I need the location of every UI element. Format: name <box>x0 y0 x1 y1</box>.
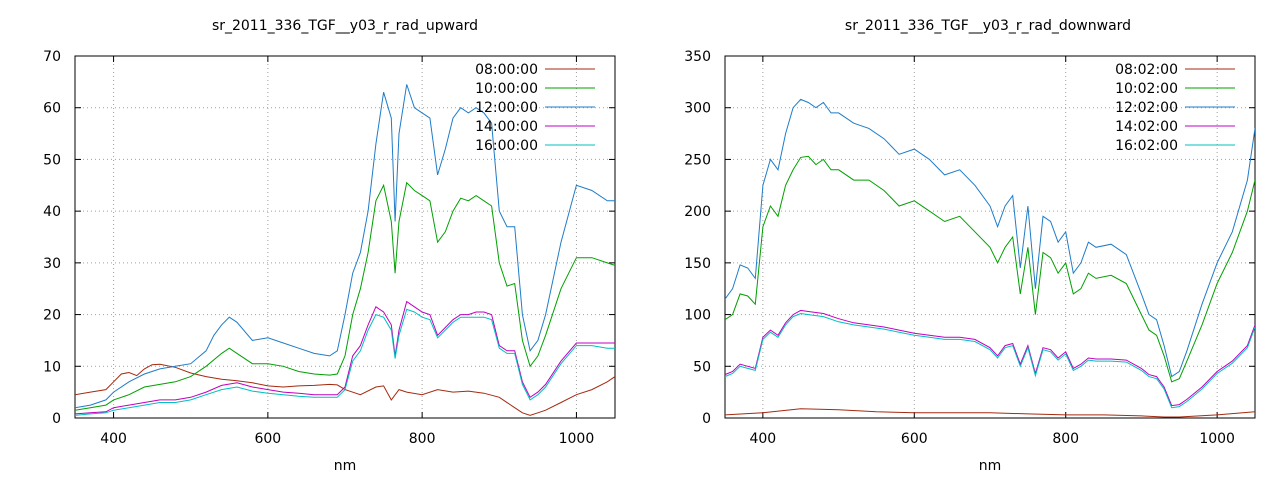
series-line-160000 <box>75 308 615 416</box>
legend-label: 08:00:00 <box>475 62 538 78</box>
chart-panel-1: sr_2011_336_TGF__y03_r_rad_downward 400 60… <box>684 18 1256 474</box>
y-tick-label: 50 <box>693 359 711 375</box>
x-tick-label: 1000 <box>1199 431 1235 447</box>
legend-label: 16:00:00 <box>475 138 538 154</box>
legend-label: 12:02:00 <box>1115 100 1178 116</box>
legend-label: 16:02:00 <box>1115 138 1178 154</box>
y-tick-label: 10 <box>43 359 61 375</box>
plot-frame <box>724 55 1256 419</box>
x-tick-label: 600 <box>254 431 281 447</box>
y-tick-label: 20 <box>43 308 61 324</box>
x-tick-label: 400 <box>749 431 776 447</box>
y-tick-label: 40 <box>43 204 61 220</box>
legend-label: 08:02:00 <box>1115 62 1178 78</box>
series-line-140000 <box>75 300 615 415</box>
legend-label: 10:02:00 <box>1115 81 1178 97</box>
series-line-100200 <box>725 155 1255 383</box>
x-tick-label: 600 <box>901 431 928 447</box>
legend-label: 12:00:00 <box>475 100 538 116</box>
chart-title: sr_2011_336_TGF__y03_r_rad_upward <box>212 18 478 34</box>
y-tick-label: 50 <box>43 152 61 168</box>
y-tick-label: 0 <box>702 411 711 427</box>
y-tick-label: 250 <box>684 152 711 168</box>
y-tick-label: 0 <box>52 411 61 427</box>
y-tick-label: 200 <box>684 204 711 220</box>
x-tick-label: 800 <box>1052 431 1079 447</box>
legend-label: 14:02:00 <box>1115 119 1178 135</box>
series-line-140200 <box>725 309 1255 407</box>
series-line-160200 <box>725 312 1255 409</box>
x-tick-label: 1000 <box>559 431 595 447</box>
y-tick-label: 60 <box>43 101 61 117</box>
x-axis-label: nm <box>979 458 1002 474</box>
series-line-120000 <box>75 84 615 409</box>
y-tick-label: 100 <box>684 308 711 324</box>
x-tick-label: 800 <box>409 431 436 447</box>
y-tick-label: 30 <box>43 256 61 272</box>
y-tick-label: 70 <box>43 49 61 65</box>
series-line-080200 <box>725 408 1255 418</box>
chart-title: sr_2011_336_TGF__y03_r_rad_downward <box>845 18 1131 34</box>
y-tick-label: 300 <box>684 101 711 117</box>
series-line-100000 <box>75 181 615 411</box>
legend-label: 14:00:00 <box>475 119 538 135</box>
plot-frame <box>74 55 616 419</box>
x-axis-label: nm <box>334 458 357 474</box>
legend-label: 10:00:00 <box>475 81 538 97</box>
y-tick-label: 150 <box>684 256 711 272</box>
series-line-120200 <box>725 98 1255 378</box>
y-tick-label: 350 <box>684 49 711 65</box>
x-tick-label: 400 <box>100 431 127 447</box>
